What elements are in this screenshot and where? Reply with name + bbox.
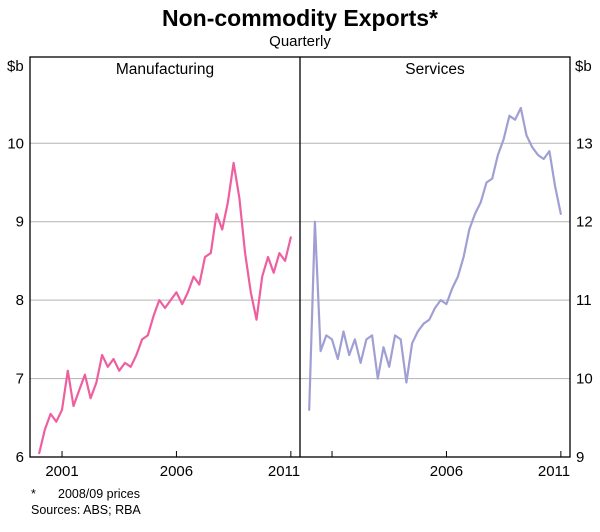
y-tick-label-right: 10: [576, 371, 593, 388]
panel-label-services: Services: [405, 61, 465, 78]
y-axis-unit-left: $b: [7, 58, 24, 75]
x-tick-label: 2006: [430, 463, 463, 480]
y-tick-label-left: 10: [7, 135, 24, 152]
y-tick-label-right: 13: [576, 135, 593, 152]
sources-line: Sources: ABS; RBA: [31, 502, 141, 518]
y-tick-label-left: 6: [16, 449, 24, 466]
x-tick-label: 2001: [45, 463, 78, 480]
footnotes: * 2008/09 prices Sources: ABS; RBA: [31, 486, 141, 518]
y-tick-label-left: 7: [16, 371, 24, 388]
y-tick-label-right: 12: [576, 214, 593, 231]
x-tick-label: 2011: [538, 463, 570, 480]
y-tick-label-left: 8: [16, 292, 24, 309]
x-tick-label: 2006: [160, 463, 193, 480]
footnote-text: 2008/09 prices: [58, 487, 141, 501]
series-line-manufacturing: [38, 161, 292, 455]
chart-subtitle: Quarterly: [269, 33, 331, 50]
chart-title: Non-commodity Exports*: [161, 5, 439, 31]
y-tick-label-left: 9: [16, 214, 24, 231]
footnote-marker: *: [31, 487, 36, 501]
panel-label-manufacturing: Manufacturing: [115, 61, 215, 78]
series-line-services: [308, 106, 562, 411]
y-axis-unit-right: $b: [575, 58, 592, 75]
x-tick-label: 2011: [268, 463, 300, 480]
y-tick-label-right: 9: [576, 449, 584, 466]
footnote-line: * 2008/09 prices: [31, 486, 141, 502]
sources-text: Sources: ABS; RBA: [31, 503, 141, 517]
y-tick-label-right: 11: [576, 292, 592, 309]
